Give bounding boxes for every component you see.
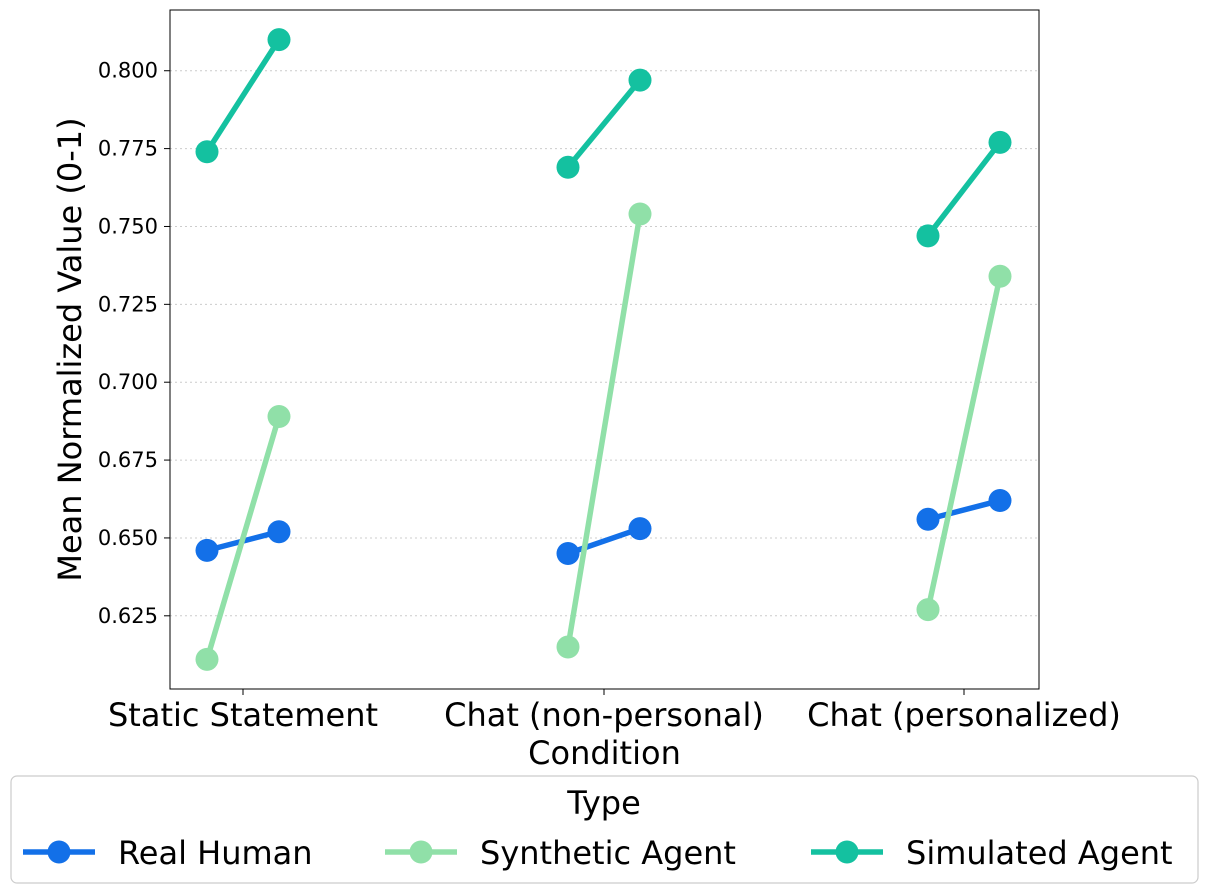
y-tick-label: 0.750	[98, 214, 158, 238]
series-simulated-agent	[195, 28, 1012, 248]
series-line	[925, 139, 1003, 239]
data-point	[556, 542, 580, 566]
x-axis: Static Statement Chat (non-personal) Chat …	[108, 689, 1121, 734]
series-line	[925, 273, 1003, 613]
data-point	[267, 404, 291, 428]
legend: Type Real Human Synthetic Agent Simulated …	[10, 775, 1199, 884]
series-line	[204, 36, 282, 155]
legend-label: Simulated Agent	[906, 834, 1173, 872]
y-tick-label: 0.775	[98, 137, 158, 161]
data-point	[628, 517, 652, 541]
series-line	[925, 497, 1003, 522]
data-point	[195, 538, 219, 562]
data-point	[916, 598, 940, 622]
x-tick-label: Static Statement	[108, 696, 378, 734]
data-point	[916, 224, 940, 248]
x-tick-label: Chat (personalized)	[807, 696, 1121, 734]
x-axis-label: Condition	[528, 734, 681, 772]
series-line	[565, 77, 643, 171]
series-line	[204, 413, 282, 663]
legend-item: Simulated Agent	[811, 834, 1173, 872]
legend-title: Type	[566, 784, 641, 822]
series-real-human	[195, 489, 1012, 566]
grid-lines	[170, 70, 1039, 617]
data-point	[195, 140, 219, 164]
series-line	[565, 525, 643, 557]
legend-swatch-marker	[47, 840, 71, 864]
y-tick-label: 0.800	[98, 59, 158, 83]
legend-swatch-marker	[409, 840, 433, 864]
data-point	[988, 489, 1012, 513]
data-point	[556, 635, 580, 659]
legend-label: Synthetic Agent	[480, 834, 736, 872]
data-point	[988, 264, 1012, 288]
y-axis: 0.625 0.650 0.675 0.700 0.725 0.750 0.775 0.800	[98, 59, 170, 628]
series-marks	[195, 28, 1012, 671]
y-tick-label: 0.700	[98, 370, 158, 394]
legend-items: Real Human Synthetic Agent Simulated Agent	[23, 834, 1173, 872]
plot-frame	[169, 9, 1040, 690]
data-point	[916, 507, 940, 531]
x-tick-label: Chat (non-personal)	[444, 696, 764, 734]
data-point	[556, 155, 580, 179]
legend-swatch-marker	[835, 840, 859, 864]
data-point	[988, 130, 1012, 154]
series-synthetic-agent	[195, 202, 1012, 671]
series-line	[565, 211, 643, 650]
data-point	[628, 202, 652, 226]
y-tick-label: 0.725	[98, 292, 158, 316]
legend-item: Real Human	[23, 834, 313, 872]
legend-label: Real Human	[118, 834, 313, 872]
data-point	[628, 68, 652, 92]
legend-item: Synthetic Agent	[385, 834, 736, 872]
data-point	[267, 520, 291, 544]
data-point	[267, 28, 291, 52]
y-axis-label: Mean Normalized Value (0-1)	[51, 117, 89, 581]
y-tick-label: 0.675	[98, 448, 158, 472]
y-tick-label: 0.650	[98, 526, 158, 550]
legend-box	[10, 775, 1199, 884]
y-tick-label: 0.625	[98, 604, 158, 628]
data-point	[195, 647, 219, 671]
